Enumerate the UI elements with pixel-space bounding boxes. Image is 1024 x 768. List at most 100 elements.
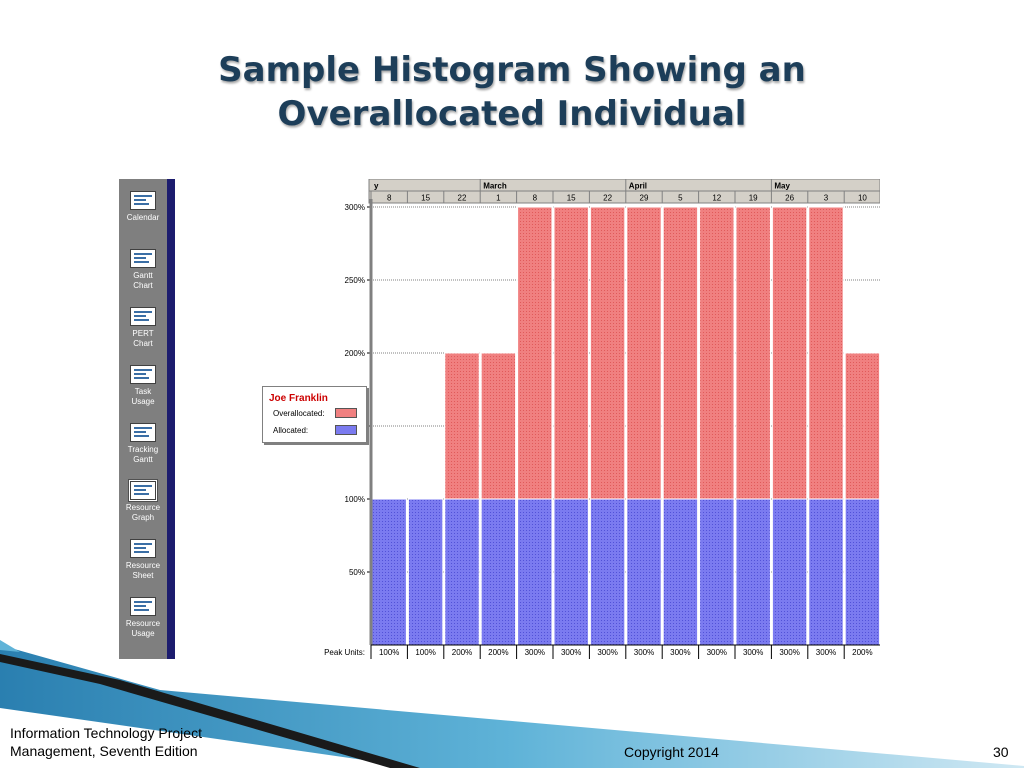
view-bar-item-label: Gantt: [133, 271, 153, 280]
view-bar-item[interactable]: PERT Chart: [119, 307, 167, 349]
bar-overallocated: [808, 206, 844, 500]
view-bar-item-label-2: Chart: [133, 281, 153, 290]
bar-overallocated: [589, 206, 626, 500]
footer-page-number: 30: [993, 744, 1009, 760]
bar-allocated: [480, 498, 517, 646]
x-tick-label: 1: [496, 194, 501, 203]
bar-overallocated: [662, 206, 699, 500]
resource-sheet-icon: [130, 539, 156, 558]
peak-units-row: [175, 645, 880, 659]
resource-graph-icon: [129, 480, 157, 501]
y-tick-label: 50%: [349, 568, 365, 577]
view-bar-item-label-2: Gantt: [133, 455, 153, 464]
peak-units-value: 300%: [561, 648, 581, 657]
x-tick-label: 15: [567, 194, 576, 203]
bar-allocated: [771, 498, 808, 646]
tracking-gantt-icon: [130, 423, 156, 442]
view-bar-item-label-2: Graph: [131, 513, 155, 522]
bar-overallocated: [517, 206, 553, 500]
bar-overallocated: [771, 206, 808, 500]
x-tick-label: 22: [603, 194, 612, 203]
peak-units-value: 300%: [634, 648, 654, 657]
bar-overallocated: [626, 206, 662, 500]
view-bar-item-label: Calendar: [126, 213, 160, 222]
bar-overallocated: [444, 352, 480, 500]
bar-allocated: [808, 498, 844, 646]
slide-title: Sample Histogram Showing an Overallocate…: [80, 48, 944, 136]
view-bar-item-label-2: Chart: [133, 339, 153, 348]
footer-decoration: [0, 640, 1024, 768]
month-label: May: [774, 182, 790, 191]
view-bar-item-label-2: Usage: [131, 629, 155, 638]
x-tick-label: 15: [421, 194, 430, 203]
bar-overallocated: [480, 352, 517, 500]
bar-allocated: [589, 498, 626, 646]
slide-title-line-1: Sample Histogram Showing an: [218, 50, 806, 90]
x-tick-label: 29: [640, 194, 649, 203]
bar-allocated: [444, 498, 480, 646]
view-bar-item-label-2: Usage: [131, 397, 155, 406]
view-bar-item-label: Tracking: [127, 445, 159, 454]
peak-units-value: 300%: [597, 648, 617, 657]
peak-units-value: 100%: [415, 648, 435, 657]
view-bar-item[interactable]: Task Usage: [119, 365, 167, 407]
bar-allocated: [699, 498, 735, 646]
peak-units-value: 300%: [743, 648, 763, 657]
peak-units-value: 100%: [379, 648, 399, 657]
x-tick-label: 8: [533, 194, 538, 203]
legend-allocated-label: Allocated:: [273, 426, 309, 435]
peak-units-value: 300%: [670, 648, 690, 657]
y-tick-label: 250%: [345, 276, 365, 285]
pert-chart-icon: [130, 307, 156, 326]
view-bar-item[interactable]: Resource Usage: [119, 597, 167, 639]
peak-units-value: 300%: [779, 648, 799, 657]
peak-units-value: 300%: [707, 648, 727, 657]
bar-allocated: [735, 498, 771, 646]
view-bar-item[interactable]: Resource Graph: [119, 480, 167, 523]
bar-overallocated: [844, 352, 880, 500]
view-bar-item-label: Resource: [125, 561, 161, 570]
legend-allocated-swatch: [335, 425, 357, 435]
footer-book-line-2: Management, Seventh Edition: [10, 743, 198, 759]
legend-overallocated-swatch: [335, 408, 357, 418]
y-tick-label: 200%: [345, 349, 365, 358]
legend-resource-name: Joe Franklin: [269, 393, 328, 404]
view-bar-item-label: Resource: [125, 503, 161, 512]
x-tick-label: 22: [458, 194, 467, 203]
view-bar-item[interactable]: Tracking Gantt: [119, 423, 167, 465]
view-bar: Calendar Gantt Chart PERT Chart Task Usage Trac…: [119, 179, 167, 659]
footer-copyright: Copyright 2014: [624, 744, 719, 760]
slide-title-line-2: Overallocated Individual: [277, 94, 747, 134]
peak-units-value: 200%: [452, 648, 472, 657]
resource-usage-icon: [130, 597, 156, 616]
x-tick-label: 10: [858, 194, 867, 203]
view-bar-item[interactable]: Calendar: [119, 191, 167, 223]
x-tick-label: 8: [387, 194, 392, 203]
task-usage-icon: [130, 365, 156, 384]
x-tick-label: 26: [785, 194, 794, 203]
bar-allocated: [517, 498, 553, 646]
legend-overallocated-label: Overallocated:: [273, 409, 325, 418]
bar-allocated: [844, 498, 880, 646]
bar-overallocated: [553, 206, 589, 500]
view-bar-item-label: Resource: [125, 619, 161, 628]
bar-overallocated: [735, 206, 771, 500]
view-bar-divider: [167, 179, 175, 659]
y-tick-label: 100%: [345, 495, 365, 504]
month-label: y: [374, 182, 379, 191]
bar-allocated: [407, 498, 444, 646]
bar-allocated: [662, 498, 699, 646]
view-bar-item[interactable]: Gantt Chart: [119, 249, 167, 291]
footer-book-title: Information Technology Project Managemen…: [10, 724, 202, 760]
calendar-icon: [130, 191, 156, 210]
view-bar-item-label-2: Sheet: [132, 571, 154, 580]
bar-allocated: [371, 498, 407, 646]
month-label: April: [629, 182, 647, 191]
peak-units-value: 200%: [488, 648, 508, 657]
view-bar-item[interactable]: Resource Sheet: [119, 539, 167, 581]
y-tick-label: 300%: [345, 203, 365, 212]
x-tick-label: 5: [678, 194, 683, 203]
project-screenshot: Calendar Gantt Chart PERT Chart Task Usage Trac…: [119, 179, 880, 659]
footer-book-line-1: Information Technology Project: [10, 725, 202, 741]
bar-allocated: [553, 498, 589, 646]
